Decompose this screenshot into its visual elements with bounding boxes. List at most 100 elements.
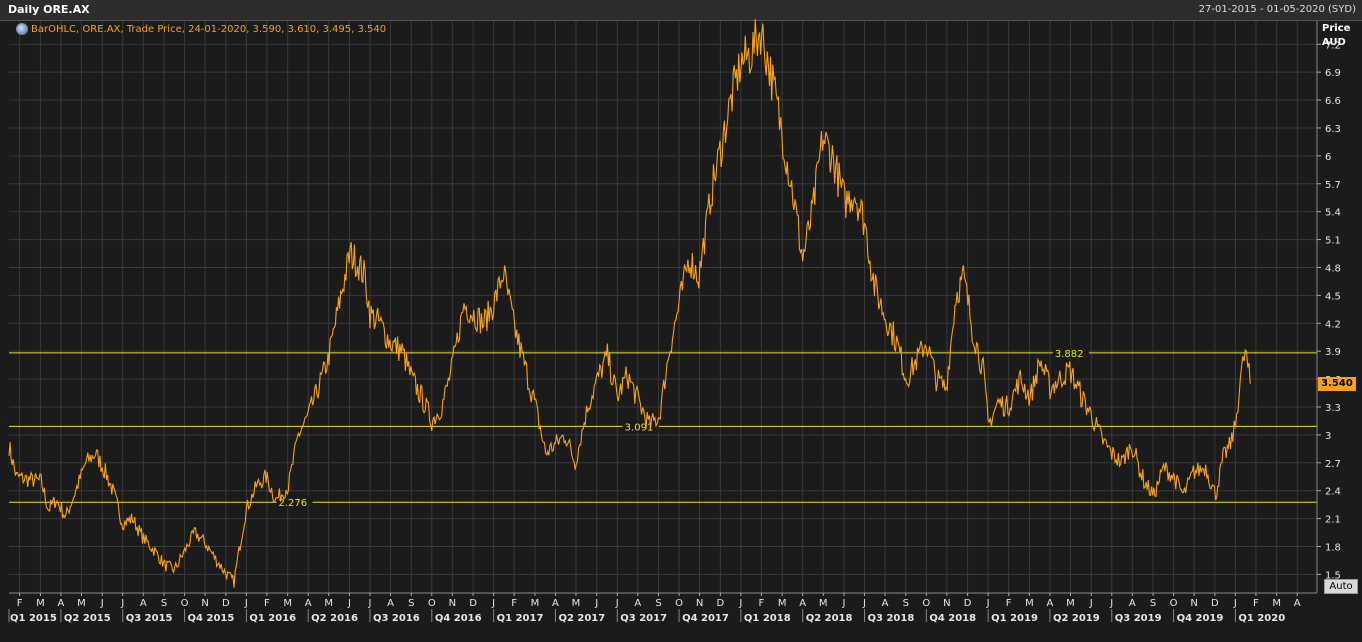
month-tick-label: J [986, 598, 990, 609]
month-tick-label: M [1025, 598, 1034, 609]
month-tick-label: J [120, 598, 124, 609]
quarter-tick-label: Q3 2016 [373, 613, 420, 624]
quarter-tick-label: Q2 2018 [806, 613, 853, 624]
month-tick-label: J [738, 598, 742, 609]
month-tick-label: J [594, 598, 598, 609]
month-tick-label: S [903, 598, 909, 609]
y-tick-label: 4.5 [1325, 291, 1341, 302]
quarter-tick-label: Q2 2015 [64, 613, 111, 624]
month-tick-label: N [943, 598, 950, 609]
quarter-tick-label: Q4 2017 [682, 613, 729, 624]
series-legend[interactable]: BarOHLC, ORE.AX, Trade Price, 24-01-2020… [16, 23, 386, 35]
month-tick-label: J [368, 598, 372, 609]
month-tick-label: F [511, 598, 517, 609]
quarter-tick-label: Q3 2017 [620, 613, 667, 624]
month-tick-label: M [819, 598, 828, 609]
month-tick-label: F [1253, 598, 1259, 609]
month-tick-label: J [100, 598, 104, 609]
month-tick-label: D [1211, 598, 1219, 609]
price-series [8, 19, 1251, 588]
chart-title: Daily ORE.AX [8, 3, 90, 16]
level-label: 3.091 [625, 422, 654, 433]
y-tick-label: 5.7 [1325, 180, 1341, 191]
month-tick-label: S [161, 598, 167, 609]
grid-lines [9, 21, 1317, 593]
price-axis-title: Price AUD [1322, 22, 1350, 50]
quarter-tick-label: Q3 2015 [126, 613, 173, 624]
month-tick-label: A [1047, 598, 1054, 609]
quarter-tick-label: Q3 2018 [868, 613, 915, 624]
month-tick-label: N [449, 598, 456, 609]
month-tick-label: O [922, 598, 930, 609]
y-tick-label: 4.2 [1325, 319, 1341, 330]
month-tick-label: J [842, 598, 846, 609]
month-tick-label: F [759, 598, 765, 609]
month-tick-label: O [1170, 598, 1178, 609]
quarter-tick-label: Q1 2016 [249, 613, 296, 624]
last-price-badge: 3.540 [1318, 376, 1356, 391]
auto-scale-button[interactable]: Auto [1324, 579, 1358, 594]
quarter-tick-label: Q2 2016 [311, 613, 358, 624]
price-line [8, 19, 1251, 588]
month-tick-label: A [140, 598, 147, 609]
month-tick-label: O [428, 598, 436, 609]
month-tick-label: A [882, 598, 889, 609]
month-tick-label: M [531, 598, 540, 609]
month-tick-label: N [696, 598, 703, 609]
month-tick-label: D [964, 598, 972, 609]
y-tick-label: 4.8 [1325, 263, 1341, 274]
month-tick-label: M [36, 598, 45, 609]
quarter-tick-label: Q1 2020 [1238, 613, 1285, 624]
y-tick-label: 7.2 [1325, 40, 1341, 51]
y-tick-label: 6 [1325, 152, 1331, 163]
month-tick-label: J [1233, 598, 1237, 609]
month-tick-label: J [491, 598, 495, 609]
month-tick-label: A [58, 598, 65, 609]
quarter-tick-label: Q4 2019 [1177, 613, 1224, 624]
y-tick-label: 5.1 [1325, 236, 1341, 247]
quarter-tick-label: Q4 2015 [188, 613, 235, 624]
quarter-tick-label: Q1 2018 [744, 613, 791, 624]
y-tick-label: 3.3 [1325, 403, 1341, 414]
date-range: 27-01-2015 - 01-05-2020 (SYD) [1198, 4, 1356, 15]
y-tick-label: 2.7 [1325, 459, 1341, 470]
y-tick-label: 3.9 [1325, 347, 1341, 358]
month-tick-label: A [799, 598, 806, 609]
month-tick-label: S [655, 598, 661, 609]
month-tick-label: D [222, 598, 230, 609]
y-tick-label: 5.4 [1325, 208, 1341, 219]
month-tick-label: F [1006, 598, 1012, 609]
month-tick-label: F [264, 598, 270, 609]
y-tick-label: 1.5 [1325, 570, 1341, 581]
quarter-tick-label: Q3 2019 [1115, 613, 1162, 624]
quarter-tick-label: Q2 2017 [558, 613, 605, 624]
month-tick-label: D [717, 598, 725, 609]
month-tick-label: A [552, 598, 559, 609]
month-tick-label: M [77, 598, 86, 609]
month-tick-label: M [283, 598, 292, 609]
month-tick-label: A [1129, 598, 1136, 609]
quarter-tick-label: Q1 2019 [991, 613, 1038, 624]
month-tick-label: A [387, 598, 394, 609]
price-axis-ticks: 1.51.82.12.42.733.33.63.94.24.54.85.15.4… [1317, 40, 1341, 581]
y-tick-label: 6.6 [1325, 96, 1341, 107]
y-tick-label: 2.4 [1325, 487, 1341, 498]
month-tick-label: J [1109, 598, 1113, 609]
quarter-tick-label: Q1 2017 [497, 613, 544, 624]
y-tick-label: 1.8 [1325, 542, 1341, 553]
month-tick-label: M [1272, 598, 1281, 609]
level-label-bg [1052, 346, 1089, 359]
y-tick-label: 6.9 [1325, 68, 1341, 79]
month-tick-label: M [1066, 598, 1075, 609]
month-tick-label: N [1190, 598, 1197, 609]
quarter-tick-label: Q1 2015 [10, 613, 57, 624]
globe-icon [16, 23, 28, 35]
month-tick-label: D [469, 598, 477, 609]
axis-title-price: Price [1322, 23, 1351, 34]
quarter-tick-label: Q4 2018 [929, 613, 976, 624]
month-tick-label: M [778, 598, 787, 609]
legend-text: BarOHLC, ORE.AX, Trade Price, 24-01-2020… [31, 23, 387, 35]
